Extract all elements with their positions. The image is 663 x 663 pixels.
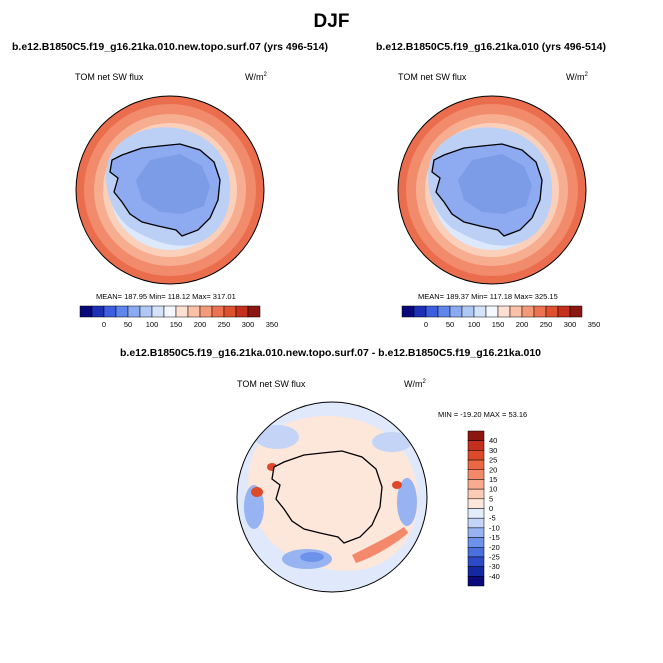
panel3-colorbar-box — [467, 450, 485, 461]
panel3-colorbar-label: 5 — [489, 494, 493, 503]
figure-title: DJF — [313, 11, 350, 32]
panel3-colorbar-box — [467, 498, 485, 509]
panel3-anomaly-1 — [255, 425, 299, 449]
panel3-anomaly-2 — [372, 432, 412, 452]
panel3-colorbar-box — [467, 517, 485, 529]
panel2-colorbar-box — [569, 305, 583, 318]
panel3-colorbar-label: 40 — [489, 436, 497, 445]
panel3-colorbar-box — [467, 469, 485, 480]
panel1-colorbar-label: 200 — [194, 320, 207, 329]
panel1-colorbar-label: 150 — [170, 320, 183, 329]
panel3-colorbar-label: -5 — [489, 514, 496, 523]
panel1-colorbar-label: 0 — [102, 320, 106, 329]
panel3-stats: MIN = -19.20 MAX = 53.16 — [438, 410, 528, 419]
panel3-colorbar-label: -30 — [489, 562, 500, 571]
panel3-colorbar-box — [467, 440, 485, 451]
panel3-anomaly-7 — [352, 527, 408, 563]
panel3-colorbar-label: 30 — [489, 446, 497, 455]
panel3-anomaly-10 — [251, 487, 263, 497]
panel1-stats: MEAN= 187.95 Min= 118.12 Max= 317.01 — [96, 292, 236, 301]
panel3-colorbar-label: -40 — [489, 572, 500, 581]
panel2-colorbar-label: 50 — [446, 320, 454, 329]
panel2-colorbar-label: 100 — [468, 320, 481, 329]
panel3-colorbar-box — [467, 430, 485, 441]
panel1-units: W/m2 — [245, 72, 267, 82]
panel1-colorbar-label: 300 — [242, 320, 255, 329]
panel3-colorbar-box — [467, 527, 485, 538]
panel2-title: b.e12.B1850C5.f19_g16.21ka.010 (yrs 496-… — [376, 41, 606, 53]
panel3-colorbar-label: -15 — [489, 533, 500, 542]
panel3-anomaly-4 — [397, 478, 417, 526]
panel3-variable: TOM net SW flux — [237, 379, 306, 389]
panel3-colorbar-label: -25 — [489, 552, 500, 561]
panel1-polar-plot — [75, 95, 265, 285]
panel3-colorbar-box — [467, 488, 485, 500]
panel2-colorbar-label: 350 — [588, 320, 601, 329]
panel3-colorbar-label: -10 — [489, 523, 500, 532]
panel1-colorbar-label: 100 — [146, 320, 159, 329]
panel3-title: b.e12.B1850C5.f19_g16.21ka.010.new.topo.… — [120, 347, 542, 359]
panel2-colorbar-label: 200 — [516, 320, 529, 329]
panel3-colorbar-label: 25 — [489, 456, 497, 465]
panel2-interior — [458, 154, 532, 214]
panel3-polar-plot — [236, 401, 428, 593]
panel3-colorbar-box — [467, 556, 485, 567]
panel2-map-boundary — [397, 95, 587, 285]
panel1-colorbar-label: 350 — [266, 320, 279, 329]
panel2-units: W/m2 — [566, 72, 588, 82]
panel3-colorbar-box — [467, 537, 485, 548]
panel1-interior — [136, 154, 210, 214]
panel3-colorbar-box — [467, 508, 485, 519]
panel1-colorbar-label: 50 — [124, 320, 132, 329]
panel1-title: b.e12.B1850C5.f19_g16.21ka.010.new.topo.… — [12, 41, 328, 53]
panel3-colorbar-box — [467, 566, 485, 577]
panel1-colorbar-label: 250 — [218, 320, 231, 329]
panel3-antarctica — [271, 450, 383, 544]
panel3-map-boundary — [236, 401, 428, 593]
panel1-variable: TOM net SW flux — [75, 72, 144, 82]
panel3-colorbar-box — [467, 547, 485, 558]
panel2-colorbar-label: 150 — [492, 320, 505, 329]
panel3-anomaly-11 — [392, 481, 402, 489]
panel2-colorbar-label: 0 — [424, 320, 428, 329]
panel3-units: W/m2 — [404, 379, 426, 389]
panel2-stats: MEAN= 189.37 Min= 117.18 Max= 325.15 — [418, 292, 558, 301]
panel3-colorbar-label: 20 — [489, 465, 497, 474]
panel2-colorbar-label: 300 — [564, 320, 577, 329]
panel3-colorbar-label: 0 — [489, 504, 493, 513]
panel2-variable: TOM net SW flux — [398, 72, 467, 82]
panel3-anomaly-6 — [300, 552, 324, 562]
panel3-colorbar-box — [467, 576, 485, 587]
panel3-colorbar-label: 15 — [489, 475, 497, 484]
panel3-colorbar-box — [467, 459, 485, 470]
panel3-colorbar-label: -20 — [489, 543, 500, 552]
panel2-colorbar-label: 250 — [540, 320, 553, 329]
panel3-colorbar-label: 10 — [489, 485, 497, 494]
panel2-polar-plot — [397, 95, 587, 285]
panel3-colorbar-box — [467, 479, 485, 490]
panel1-map-boundary — [75, 95, 265, 285]
panel1-colorbar-box — [247, 305, 261, 318]
